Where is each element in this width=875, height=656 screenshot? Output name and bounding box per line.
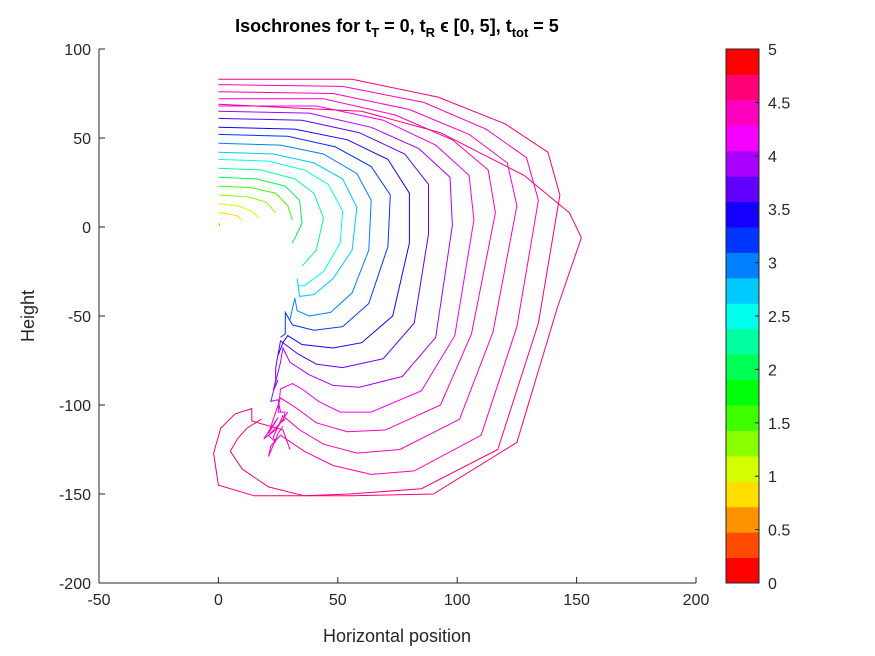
- isochrone-line-2.75: [218, 133, 391, 338]
- colorbar-segment: [726, 557, 759, 584]
- colorbar-tick-label: 3.5: [768, 202, 790, 219]
- colorbar-segment: [726, 481, 759, 508]
- isochrone-line-3: [218, 126, 410, 356]
- title-subscript: R: [426, 25, 436, 40]
- colorbar-tick-label: 2: [768, 362, 777, 379]
- colorbar-segment: [726, 532, 759, 559]
- x-tick-label: 200: [683, 592, 710, 609]
- colorbar: 0 0.5 1 1.5 2 2.5 3 3.5 4 4.5 5: [725, 42, 790, 593]
- colorbar-segment: [726, 49, 759, 75]
- colorbar-segment: [726, 506, 759, 533]
- colorbar-segment: [726, 74, 759, 101]
- title-subscript: tot: [512, 25, 529, 40]
- isochrone-line-4.75: [218, 78, 561, 497]
- y-tick-label: 100: [64, 42, 91, 59]
- isochrone-line-3.75: [218, 105, 475, 422]
- colorbar-segment: [726, 252, 759, 279]
- title-segment: = 0, t: [379, 16, 426, 36]
- colorbar-segment: [726, 277, 759, 304]
- chart-title: Isochrones for tT = 0, tR ϵ [0, 5], ttot…: [235, 16, 559, 40]
- isochrone-line-2.25: [218, 151, 358, 297]
- y-tick-label: -100: [59, 398, 91, 415]
- x-tick-label: 50: [329, 592, 347, 609]
- colorbar-segment: [726, 176, 759, 203]
- isochrone-line-5: [213, 103, 582, 497]
- isochrone-line-1: [218, 194, 277, 214]
- isochrone-line-1.75: [218, 167, 325, 267]
- isochrone-line-3.5: [218, 110, 453, 413]
- colorbar-segment: [726, 328, 759, 355]
- y-tick-label: 0: [82, 220, 91, 237]
- colorbar-segment: [726, 455, 759, 482]
- title-segment: ϵ [0, 5], t: [435, 16, 512, 36]
- colorbar-segment: [726, 354, 759, 381]
- x-tick-label: 150: [563, 592, 590, 609]
- x-axis: -50 0 50 100 150 200: [87, 577, 709, 609]
- isochrone-line-2: [218, 158, 344, 287]
- x-tick-label: 100: [444, 592, 471, 609]
- colorbar-tick-label: 4.5: [768, 95, 790, 112]
- x-tick-label: 0: [214, 592, 223, 609]
- colorbar-tick-label: 5: [768, 42, 777, 59]
- colorbar-segment: [726, 125, 759, 152]
- colorbar-tick-label: 1.5: [768, 416, 790, 433]
- y-axis-label: Height: [18, 290, 38, 342]
- colorbar-segment: [726, 430, 759, 457]
- isochrone-line-0.5: [218, 212, 243, 222]
- colorbar-segment: [726, 99, 759, 126]
- x-tick-label: -50: [87, 592, 110, 609]
- y-tick-label: -150: [59, 487, 91, 504]
- isochrone-line-3.25: [218, 117, 429, 392]
- isochrone-line-1.25: [218, 185, 293, 221]
- colorbar-tick-label: 0.5: [768, 523, 790, 540]
- colorbar-tick-label: 3: [768, 256, 777, 273]
- colorbar-segment: [726, 405, 759, 431]
- title-segment: Isochrones for t: [235, 16, 371, 36]
- isochrone-line-4: [218, 98, 496, 440]
- colorbar-segment: [726, 227, 759, 253]
- isochrone-line-1.5: [218, 176, 303, 244]
- x-axis-label: Horizontal position: [323, 626, 471, 646]
- colorbar-tick-label: 4: [768, 149, 777, 166]
- y-tick-label: -200: [59, 576, 91, 593]
- y-axis: -200 -150 -100 -50 0 50 100: [59, 42, 105, 593]
- colorbar-segment: [726, 201, 759, 228]
- colorbar-tick-label: 0: [768, 576, 777, 593]
- isochrone-line-2.5: [218, 142, 372, 320]
- isochrone-line-0.25: [218, 223, 221, 227]
- y-tick-label: 50: [73, 131, 91, 148]
- colorbar-tick-label: 2.5: [768, 309, 790, 326]
- colorbar-segment: [726, 379, 759, 406]
- plot-area: [99, 49, 696, 583]
- colorbar-segment: [726, 303, 759, 330]
- y-tick-label: -50: [68, 309, 91, 326]
- plot-background: [99, 49, 696, 583]
- colorbar-segment: [726, 150, 759, 177]
- title-segment: = 5: [528, 16, 559, 36]
- title-subscript: T: [371, 25, 379, 40]
- isochrone-line-4.5: [218, 84, 539, 475]
- isochrone-line-0.75: [218, 203, 260, 219]
- colorbar-tick-label: 1: [768, 469, 777, 486]
